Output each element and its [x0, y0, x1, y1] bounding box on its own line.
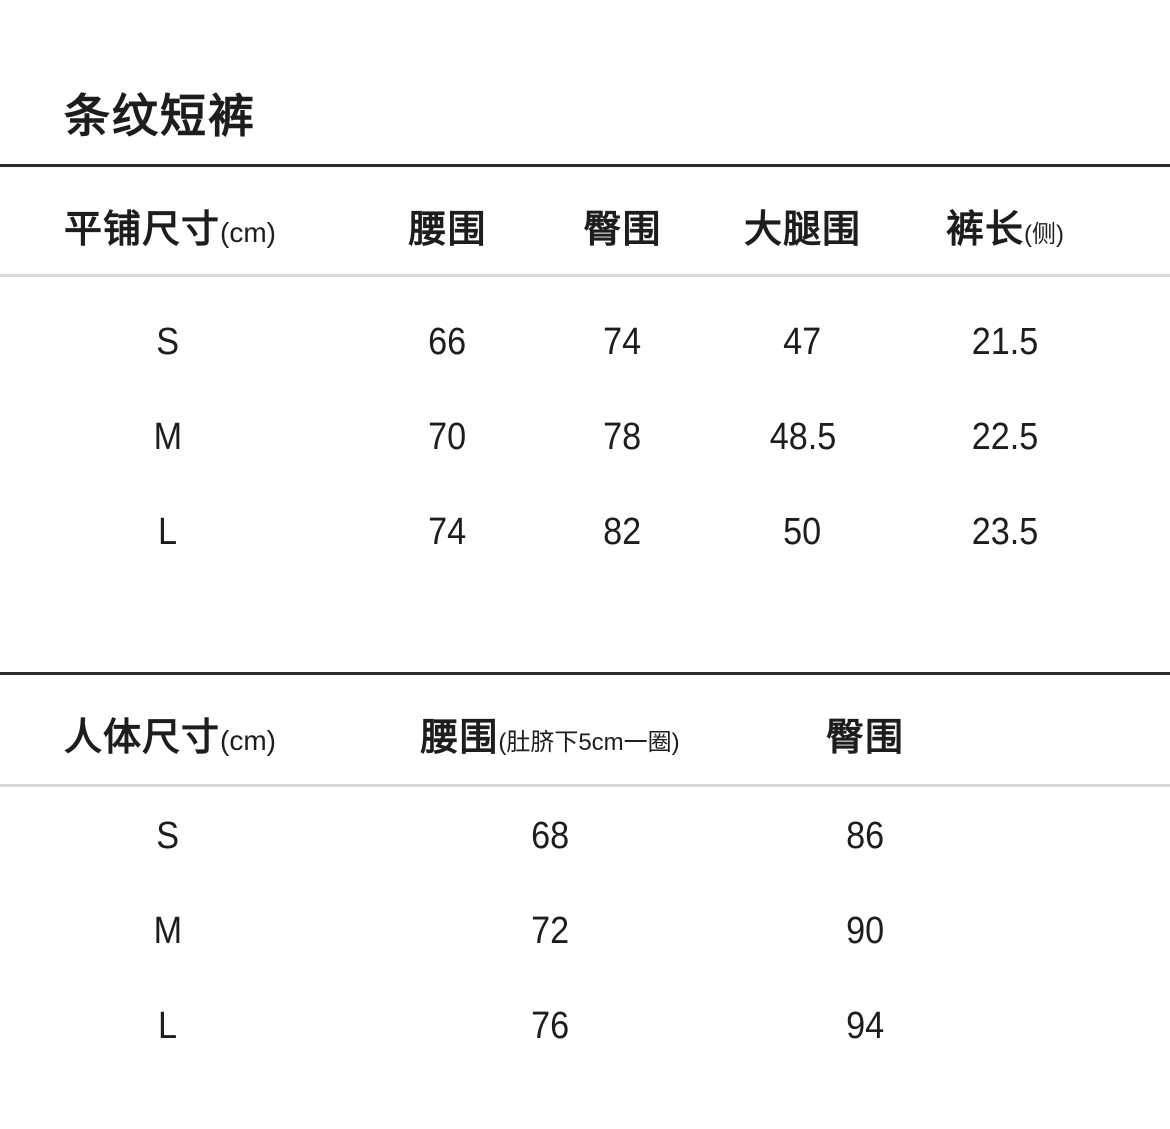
body-size-table: 人体尺寸(cm) 腰围(肚脐下5cm一圈) 臀围 S 68 86 M 72 90… [0, 675, 1170, 1074]
hip-value: 74 [603, 321, 642, 363]
column-header-hip: 臀围 [583, 209, 662, 251]
column-header-length: 裤长(侧) [946, 209, 1064, 251]
section-divider [0, 672, 1170, 675]
hip-value: 90 [845, 910, 885, 952]
size-label: M [153, 910, 182, 952]
title-section: 条纹短裤 [0, 0, 1170, 167]
page-title: 条纹短裤 [64, 90, 256, 142]
thigh-value: 47 [783, 321, 822, 363]
column-header-body-hip: 臀围 [825, 717, 904, 759]
table-row-m: M 72 90 [0, 884, 1170, 979]
size-label: S [156, 321, 179, 363]
flat-table-header-row: 平铺尺寸(cm) 腰围 臀围 大腿围 裤长(侧) [0, 167, 1170, 277]
waist-value: 72 [530, 910, 570, 952]
hip-value: 86 [845, 815, 885, 857]
flat-size-table: 平铺尺寸(cm) 腰围 臀围 大腿围 裤长(侧) S 66 74 47 21.5… [0, 167, 1170, 580]
length-value: 22.5 [971, 416, 1039, 458]
waist-value: 70 [428, 416, 467, 458]
size-label: L [157, 511, 178, 553]
flat-table-title: 平铺尺寸(cm) [64, 209, 276, 251]
size-label: S [156, 815, 179, 857]
flat-table-rows: S 66 74 47 21.5 M 70 78 48.5 22.5 L 74 8… [0, 277, 1170, 580]
table-row-s: S 68 86 [0, 789, 1170, 884]
column-header-thigh: 大腿围 [743, 209, 861, 251]
waist-value: 74 [428, 511, 467, 553]
waist-value: 66 [428, 321, 467, 363]
hip-value: 94 [845, 1005, 885, 1047]
table-row-s: S 66 74 47 21.5 [0, 295, 1170, 390]
length-value: 23.5 [971, 511, 1039, 553]
waist-value: 76 [530, 1005, 570, 1047]
body-table-title: 人体尺寸(cm) [64, 717, 276, 759]
waist-value: 68 [530, 815, 570, 857]
hip-value: 78 [603, 416, 642, 458]
table-row-m: M 70 78 48.5 22.5 [0, 390, 1170, 485]
column-header-body-waist: 腰围(肚脐下5cm一圈) [420, 717, 680, 759]
thigh-value: 48.5 [769, 416, 836, 458]
column-header-waist: 腰围 [408, 209, 487, 251]
length-side-note: (侧) [1024, 221, 1064, 248]
length-value: 21.5 [971, 321, 1039, 363]
waist-measure-note: (肚脐下5cm一圈) [498, 729, 680, 756]
body-table-rows: S 68 86 M 72 90 L 76 94 [0, 787, 1170, 1074]
size-label: M [153, 416, 182, 458]
thigh-value: 50 [783, 511, 822, 553]
hip-value: 82 [603, 511, 642, 553]
table-row-l: L 74 82 50 23.5 [0, 485, 1170, 580]
table-row-l: L 76 94 [0, 979, 1170, 1074]
section-gap [0, 580, 1170, 672]
size-label: L [157, 1005, 178, 1047]
body-table-header-row: 人体尺寸(cm) 腰围(肚脐下5cm一圈) 臀围 [0, 675, 1170, 787]
